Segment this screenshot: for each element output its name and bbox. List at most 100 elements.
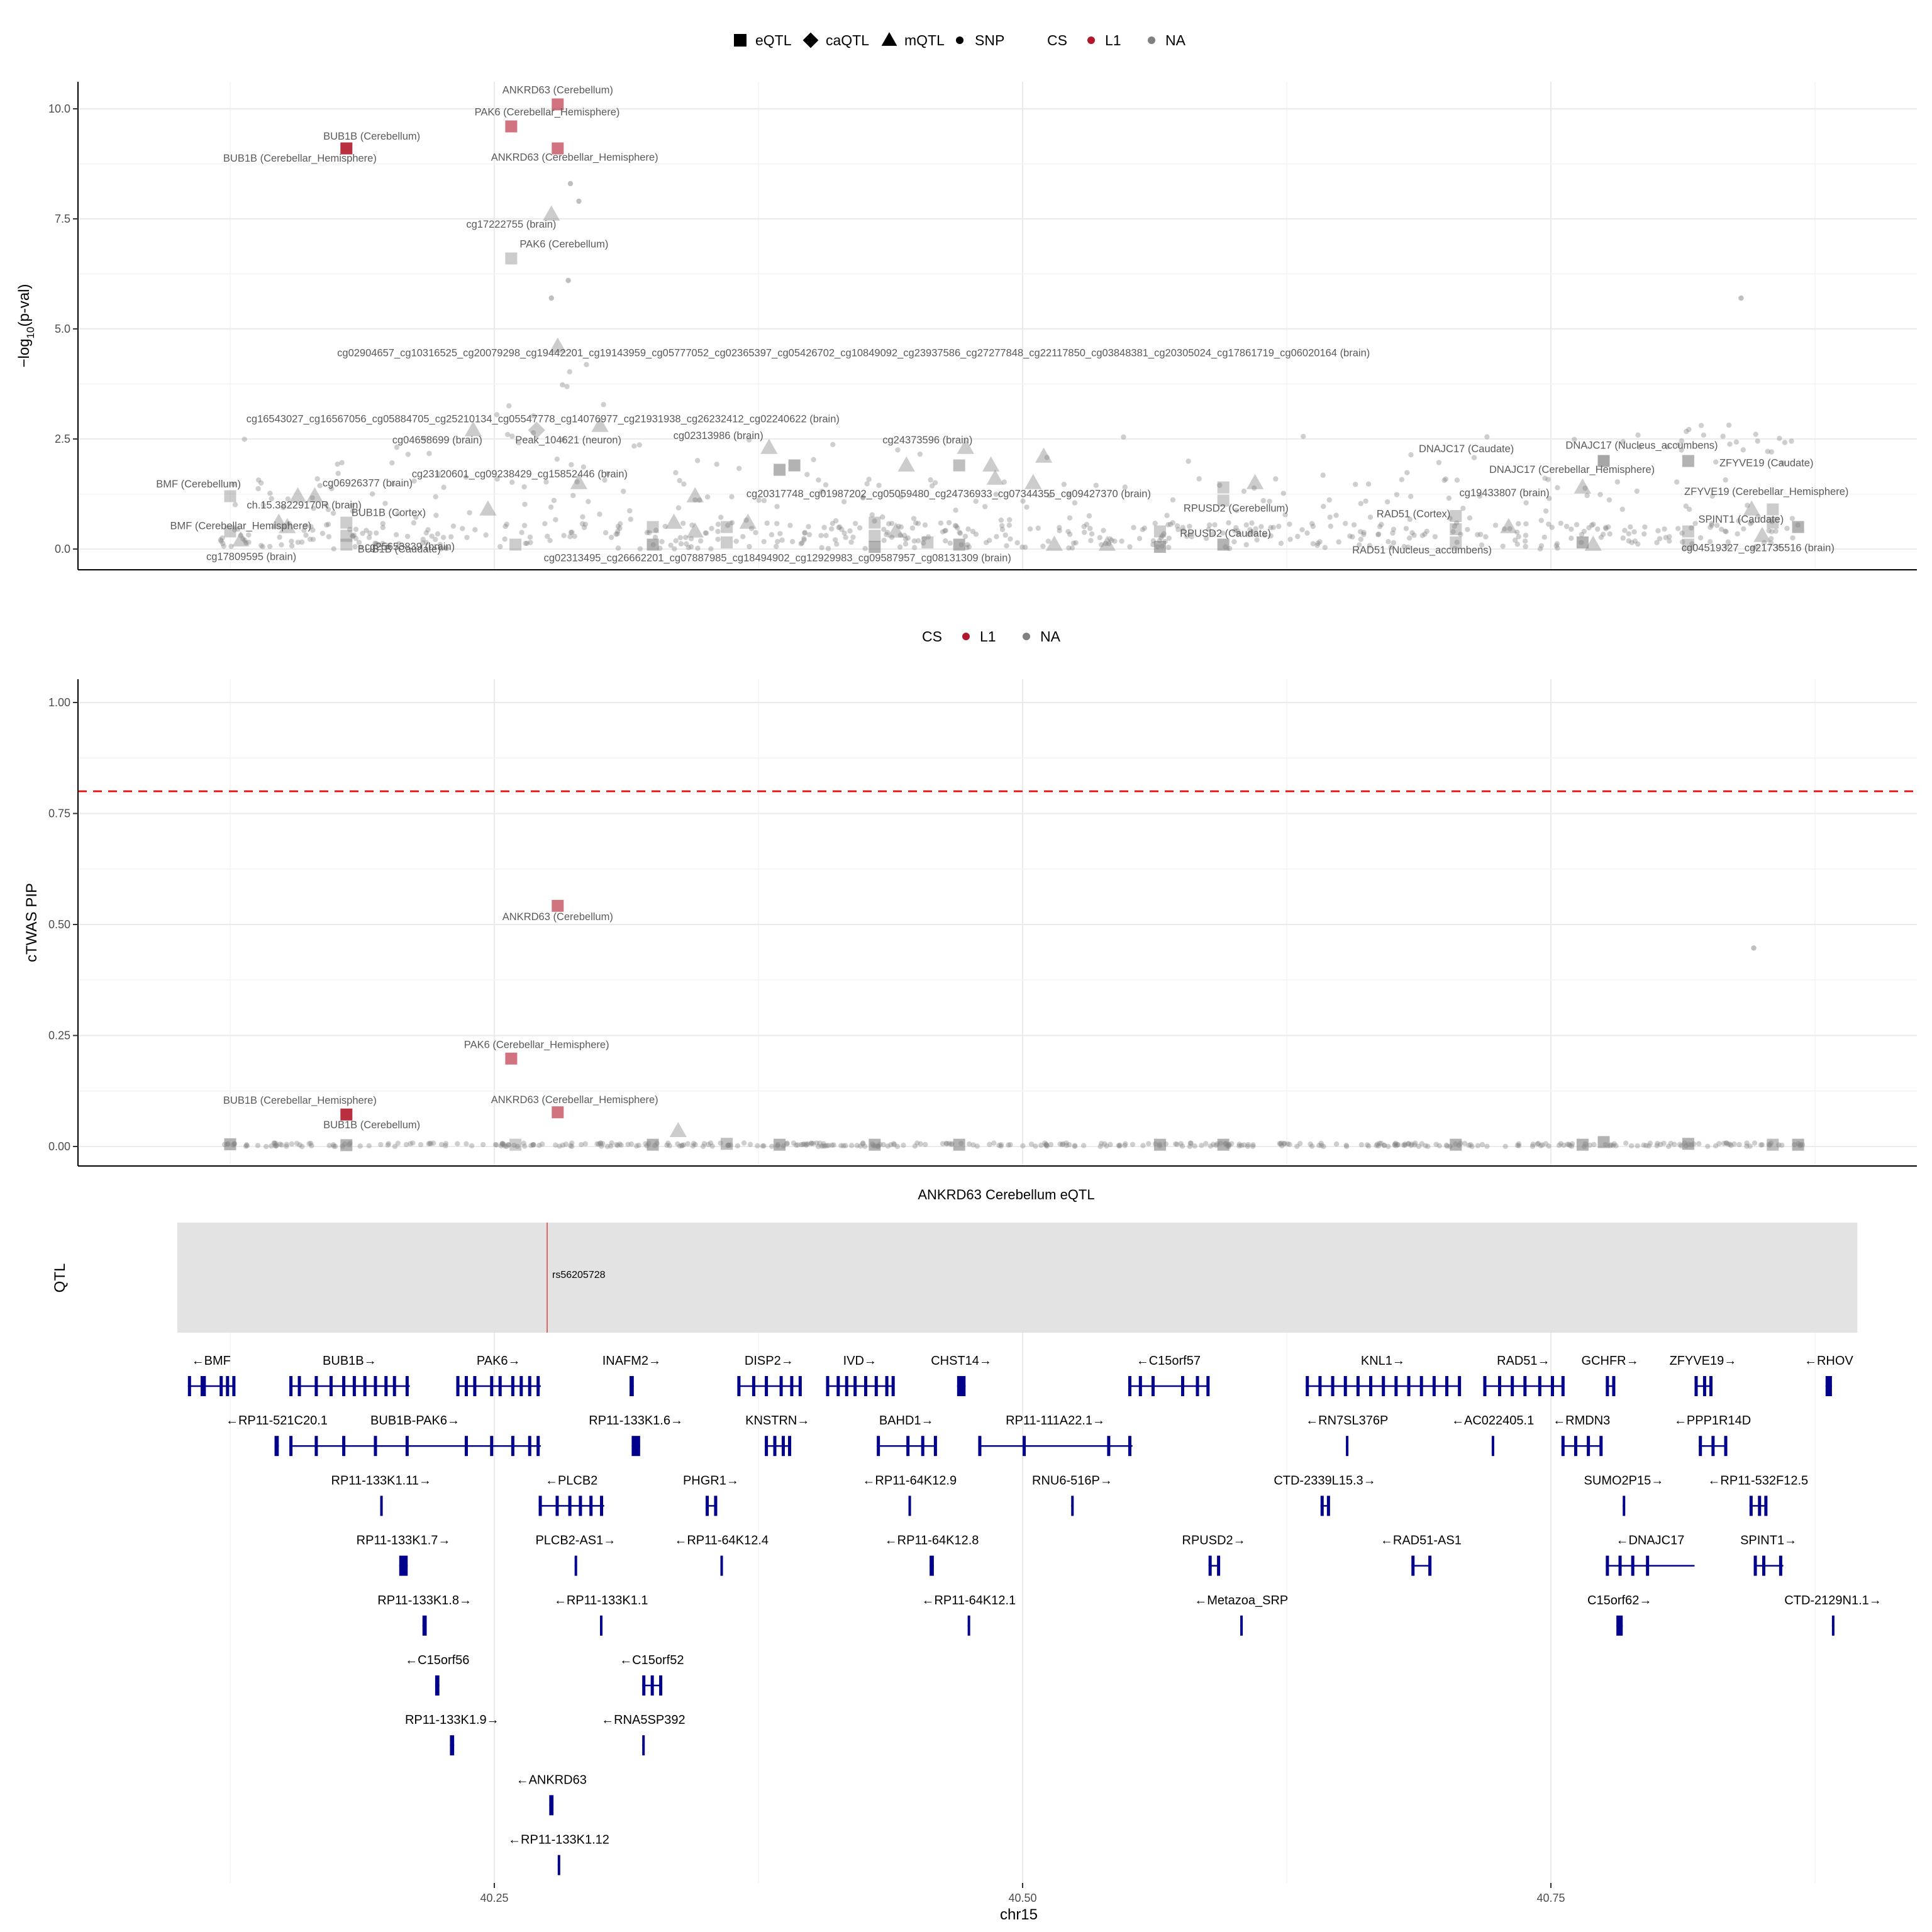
- snp-point: [1243, 522, 1250, 528]
- snp-point: [1784, 526, 1790, 531]
- snp-point: [1407, 516, 1413, 523]
- snp-point: [1443, 1142, 1450, 1148]
- snp-point: [1409, 530, 1415, 536]
- snp-point: [1173, 1141, 1179, 1147]
- snp-point: [628, 1141, 635, 1147]
- snp-point: [1714, 523, 1720, 528]
- snp-point: [231, 527, 238, 533]
- snp-point: [690, 1143, 696, 1149]
- qtl-point-square: [1576, 1138, 1589, 1151]
- snp-point: [946, 519, 952, 526]
- snp-point: [438, 1141, 445, 1148]
- snp-point: [1006, 522, 1013, 528]
- gene-exon: [1587, 1436, 1591, 1457]
- snp-point: [1514, 1142, 1521, 1148]
- snp-point: [996, 1142, 1002, 1148]
- snp-point: [1027, 526, 1033, 532]
- snp-point: [1024, 504, 1030, 510]
- qtl-point-square: [869, 530, 881, 542]
- snp-point: [880, 1141, 887, 1148]
- snp-point: [1777, 435, 1782, 441]
- snp-point: [1248, 529, 1255, 535]
- snp-point: [1478, 531, 1484, 537]
- snp-point: [808, 1140, 814, 1146]
- gene-label: ←C15orf56: [405, 1653, 469, 1667]
- snp-point: [672, 546, 677, 552]
- snp-point: [1390, 530, 1396, 536]
- snp-point: [614, 528, 621, 535]
- snp-point: [228, 543, 234, 550]
- snp-point: [1566, 1141, 1572, 1147]
- snp-point: [1720, 433, 1726, 439]
- snp-point: [1314, 543, 1320, 548]
- snp-point: [509, 433, 515, 439]
- snp-point: [502, 1143, 508, 1149]
- snp-point: [1343, 1142, 1349, 1148]
- gene-model: IVD→: [826, 1354, 895, 1396]
- snp-point: [1066, 545, 1072, 551]
- point-label: cg04658699 (brain): [392, 435, 482, 446]
- snp-point: [1326, 497, 1332, 503]
- gene-model: ←PPP1R14D: [1674, 1414, 1751, 1457]
- gene-label: ←ANKRD63: [516, 1773, 587, 1787]
- snp-point: [1279, 1143, 1285, 1149]
- qtl-point-square: [340, 516, 353, 529]
- snp-point: [821, 1143, 826, 1149]
- legend-caqtl-icon: [802, 32, 819, 48]
- snp-point: [1721, 1140, 1727, 1146]
- pip-axes: 0.00 0.25 0.50 0.75 1.00 cTWAS PIP: [23, 679, 1917, 1167]
- gene-label: ←RP11-64K12.1: [921, 1594, 1016, 1607]
- snp-point: [242, 436, 247, 442]
- gene-model: ←C15orf57: [1128, 1354, 1210, 1396]
- snp-point: [761, 497, 767, 504]
- snp-point: [502, 523, 508, 530]
- snp-point: [579, 1141, 584, 1148]
- snp-point: [1773, 528, 1779, 534]
- snp-point: [568, 1143, 574, 1148]
- snp-point: [255, 477, 262, 483]
- qtl-point-square: [552, 98, 564, 111]
- snp-point: [597, 1140, 604, 1146]
- qtl-point-triangle: [591, 416, 609, 432]
- gene-model: ←RP11-64K12.9: [862, 1474, 957, 1516]
- snp-point: [317, 483, 323, 489]
- snp-point: [1416, 1143, 1421, 1149]
- snp-point: [860, 494, 866, 500]
- snp-point: [284, 1143, 289, 1149]
- snp-point: [1084, 521, 1090, 528]
- snp-point: [494, 476, 500, 482]
- snp-point: [791, 1140, 797, 1146]
- snp-point: [881, 538, 887, 543]
- snp-point: [378, 1141, 384, 1148]
- snp-point: [1006, 1142, 1011, 1148]
- x-tick-label: 40.50: [1008, 1892, 1036, 1904]
- snp-point: [810, 1140, 816, 1146]
- snp-point: [1350, 534, 1355, 540]
- snp-point: [440, 535, 447, 540]
- snp-point: [1392, 1141, 1398, 1147]
- snp-point: [1675, 526, 1681, 531]
- gene-label: ←RP11-64K12.4: [674, 1534, 769, 1548]
- snp-point: [615, 545, 621, 551]
- snp-point: [1432, 534, 1438, 540]
- snp-point: [1250, 1142, 1256, 1148]
- snp-point: [1405, 544, 1411, 550]
- qtl-point-triangle: [1753, 526, 1771, 542]
- snp-point: [779, 537, 785, 543]
- snp-point: [1179, 1143, 1185, 1149]
- gene-exon: [1612, 1376, 1616, 1396]
- snp-point: [1759, 1141, 1765, 1148]
- qtl-point-square: [921, 536, 934, 548]
- snp-point: [1006, 517, 1013, 523]
- snp-point: [1381, 1143, 1387, 1148]
- snp-point: [443, 1143, 448, 1148]
- snp-point: [885, 1143, 891, 1149]
- snp-point: [1469, 1143, 1475, 1150]
- gene-label: ←RN7SL376P: [1306, 1414, 1388, 1428]
- snp-point: [1600, 531, 1606, 537]
- snp-point: [560, 382, 565, 388]
- gene-exon: [187, 1376, 191, 1396]
- gene-model: RP11-133K1.11→: [331, 1474, 431, 1516]
- snp-point: [244, 1143, 250, 1149]
- snp-point: [1228, 1141, 1235, 1146]
